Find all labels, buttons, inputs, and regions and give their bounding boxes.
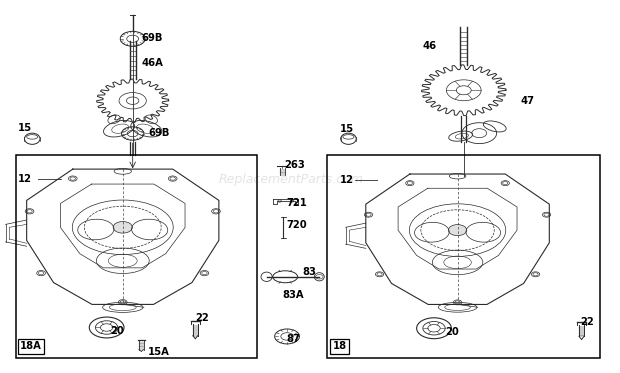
Bar	[16, 155, 257, 358]
Text: 69B: 69B	[149, 128, 170, 138]
Text: 22: 22	[580, 317, 594, 326]
Text: 15: 15	[340, 124, 354, 134]
Text: 22: 22	[195, 313, 209, 323]
Text: 15: 15	[17, 123, 32, 132]
Text: 18A: 18A	[20, 341, 42, 351]
Text: 46A: 46A	[141, 59, 163, 68]
Circle shape	[113, 222, 133, 233]
Text: 46: 46	[423, 41, 437, 50]
Text: 263: 263	[284, 160, 304, 170]
Circle shape	[448, 225, 467, 236]
Text: 20: 20	[110, 326, 124, 336]
Text: 83: 83	[303, 267, 316, 276]
Text: 87: 87	[286, 334, 300, 344]
Text: 47: 47	[521, 97, 535, 106]
Bar	[327, 155, 600, 358]
Text: 721: 721	[286, 198, 308, 207]
Text: 69B: 69B	[141, 33, 162, 43]
Text: 20: 20	[445, 327, 459, 337]
Text: 12: 12	[17, 174, 32, 184]
Text: ReplacementParts.com: ReplacementParts.com	[219, 173, 364, 185]
Text: 12: 12	[340, 175, 354, 185]
Text: 18: 18	[333, 341, 347, 351]
Text: 720: 720	[286, 220, 307, 229]
Text: 15A: 15A	[148, 348, 169, 357]
Text: 83A: 83A	[282, 290, 304, 300]
